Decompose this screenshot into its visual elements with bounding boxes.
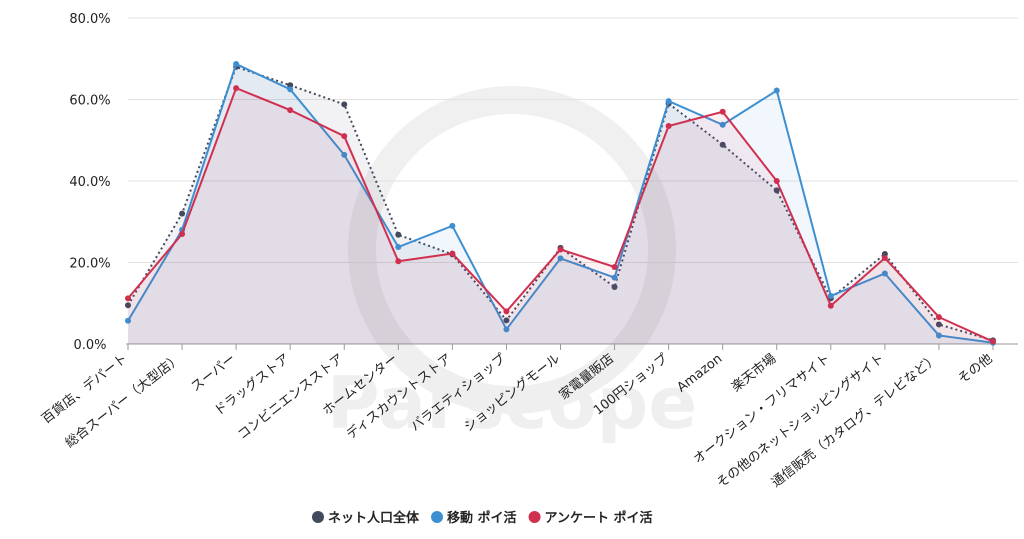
- marker: [503, 317, 510, 324]
- marker: [665, 98, 672, 105]
- y-tick-label: 80.0%: [69, 12, 110, 27]
- marker: [665, 122, 672, 129]
- marker: [827, 302, 834, 309]
- marker: [557, 246, 564, 253]
- marker: [395, 231, 402, 238]
- marker: [395, 244, 402, 251]
- y-tick-label: 20.0%: [69, 257, 110, 272]
- marker: [503, 308, 510, 315]
- marker: [881, 255, 888, 262]
- watermark: Parscope: [327, 361, 697, 445]
- marker: [179, 230, 186, 237]
- marker: [611, 274, 618, 281]
- marker: [719, 141, 726, 148]
- marker: [990, 338, 996, 345]
- marker: [773, 187, 780, 194]
- area: [128, 64, 993, 345]
- marker: [341, 101, 348, 108]
- marker: [341, 133, 348, 140]
- x-tick-label: スーパー: [188, 351, 238, 395]
- marker: [503, 326, 510, 333]
- marker: [557, 255, 564, 262]
- marker: [125, 302, 131, 309]
- marker: [287, 86, 294, 93]
- marker: [611, 283, 618, 290]
- legend-label: 移動 ポイ活: [447, 510, 517, 526]
- marker: [395, 258, 402, 265]
- marker: [233, 61, 240, 68]
- marker: [125, 295, 131, 302]
- marker: [287, 107, 294, 114]
- marker: [827, 292, 834, 299]
- x-tick-label: 楽天市場: [728, 351, 779, 396]
- y-tick-label: 0.0%: [73, 338, 106, 353]
- legend-marker: [528, 511, 541, 523]
- area: [128, 88, 993, 344]
- marker: [341, 151, 348, 158]
- legend-label: ネット人口全体: [328, 510, 420, 526]
- legend-marker: [312, 511, 324, 523]
- y-tick-label: 60.0%: [69, 94, 110, 109]
- marker: [233, 85, 240, 92]
- marker: [773, 178, 780, 184]
- marker: [773, 87, 780, 94]
- marker: [125, 317, 131, 324]
- marker: [611, 263, 618, 270]
- marker: [719, 121, 726, 128]
- legend: ネット人口全体 移動 ポイ活 アンケート ポイ活: [312, 510, 653, 526]
- y-tick-label: 40.0%: [69, 175, 110, 190]
- legend-label: アンケート ポイ活: [545, 510, 653, 526]
- marker: [449, 250, 456, 257]
- marker: [881, 270, 888, 277]
- legend-marker: [431, 511, 444, 523]
- marker: [935, 332, 942, 339]
- marker: [179, 210, 186, 217]
- marker: [935, 314, 942, 321]
- x-tick-label: その他: [955, 351, 995, 387]
- marker: [449, 222, 456, 229]
- marker: [935, 321, 942, 328]
- marker: [719, 108, 726, 115]
